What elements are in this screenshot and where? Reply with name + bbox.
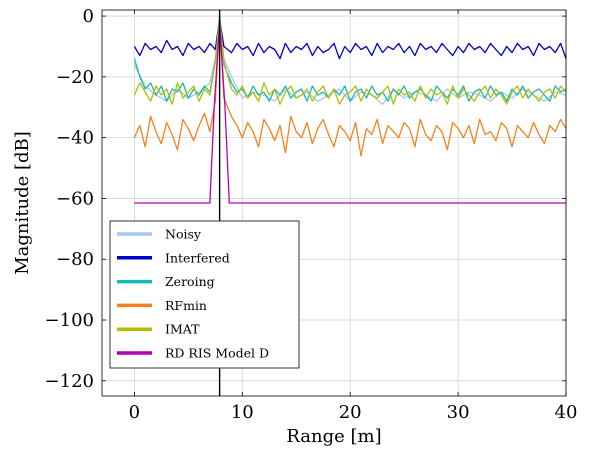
x-tick-label: 10 <box>231 402 254 423</box>
y-tick-label: 0 <box>83 6 94 27</box>
legend-label-rd-ris-model-d: RD RIS Model D <box>165 346 269 361</box>
legend-label-imat: IMAT <box>165 322 200 337</box>
x-tick-label: 40 <box>555 402 578 423</box>
y-tick-label: −40 <box>56 128 94 149</box>
series-line-noisy <box>133 15 567 105</box>
legend-label-zeroing: Zeroing <box>165 274 215 289</box>
series-line-imat <box>133 18 567 105</box>
x-axis-label: Range [m] <box>286 426 381 447</box>
legend: Noisy Interfered Zeroing RFmin IMAT RD RIS Mo… <box>109 220 300 369</box>
y-tick-label: −60 <box>56 188 94 209</box>
legend-label-interfered: Interfered <box>165 250 230 265</box>
plot-frame <box>101 9 567 397</box>
tick-group: 0 10 20 30 40 0 −20 −40 −60 −80 −100 −120 <box>45 6 578 423</box>
y-axis-label: Magnitude [dB] <box>12 131 33 275</box>
x-tick-label: 30 <box>447 402 470 423</box>
series-line-interfered <box>133 18 567 60</box>
legend-box <box>109 220 300 369</box>
x-tick-label: 0 <box>129 402 140 423</box>
y-tick-label: −20 <box>56 67 94 88</box>
y-tick-label: −100 <box>45 310 94 331</box>
y-tick-label: −80 <box>56 249 94 270</box>
series-line-rfmin <box>133 21 567 157</box>
legend-label-noisy: Noisy <box>165 227 202 242</box>
legend-label-rfmin: RFmin <box>165 298 207 313</box>
y-tick-label: −120 <box>45 371 94 392</box>
x-tick-label: 20 <box>339 402 362 423</box>
